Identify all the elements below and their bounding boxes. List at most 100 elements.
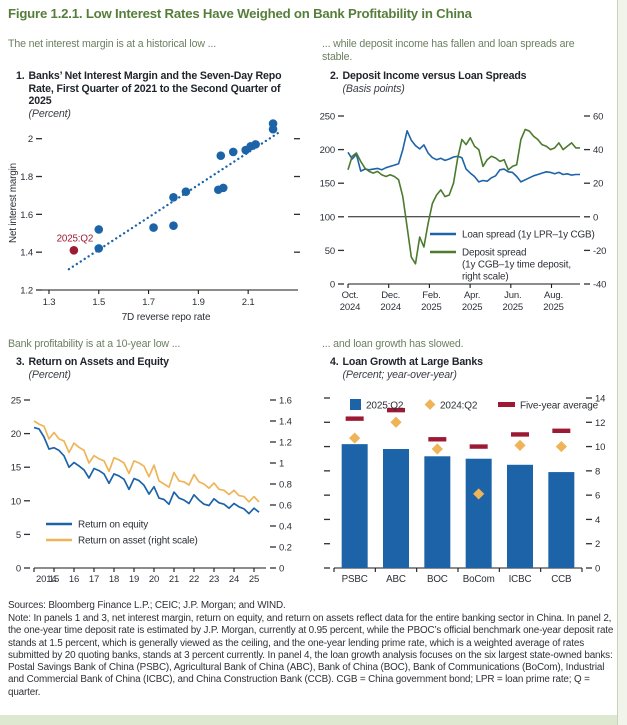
panel-3-title: Return on Assets and Equity (Percent): [28, 356, 170, 381]
roe-roa-legend: Return on equity Return on asset (right s…: [46, 520, 198, 547]
svg-text:0.4: 0.4: [279, 522, 292, 533]
svg-text:20: 20: [593, 179, 603, 190]
svg-text:15: 15: [49, 574, 59, 585]
note-text: Note: In panels 1 and 3, net interest ma…: [8, 613, 614, 698]
svg-text:4: 4: [595, 515, 600, 526]
svg-text:25: 25: [11, 396, 21, 407]
svg-text:(1y CGB–1y time deposit,: (1y CGB–1y time deposit,: [462, 260, 571, 271]
svg-text:Jun.: Jun.: [504, 290, 521, 301]
svg-text:17: 17: [89, 574, 99, 585]
svg-text:0.6: 0.6: [279, 501, 292, 512]
svg-text:12: 12: [595, 418, 605, 429]
svg-text:21: 21: [169, 574, 179, 585]
svg-text:2024: 2024: [340, 302, 361, 313]
loan-spread-line: [347, 129, 580, 183]
svg-text:Five-year average: Five-year average: [520, 401, 599, 412]
panel-1-title-text: Banks’ Net Interest Margin and the Seven…: [28, 70, 282, 108]
svg-text:BoCom: BoCom: [463, 574, 495, 585]
panel-1-heading: 1. Banks’ Net Interest Margin and the Se…: [16, 70, 302, 121]
svg-text:1.2: 1.2: [279, 438, 292, 449]
svg-text:7D reverse repo rate: 7D reverse repo rate: [122, 312, 211, 323]
svg-text:Return on asset (right scale): Return on asset (right scale): [78, 536, 198, 547]
svg-text:1.9: 1.9: [192, 297, 205, 308]
loan-growth-axes: 0 2 4 6 8 10 12 14 PSBC ABC BOC BoCom ICBC CCB: [324, 394, 605, 585]
svg-text:-20: -20: [593, 246, 606, 257]
scatter-points: [94, 119, 278, 253]
panel-4-title-text: Loan Growth at Large Banks: [342, 356, 483, 368]
scatter-axes: 1.2 1.4 1.6 1.8 2 1.3 1.5 1.7 1.9 2.1 7D reverse r…: [8, 134, 300, 323]
svg-text:20: 20: [11, 429, 21, 440]
svg-text:2025:Q2: 2025:Q2: [57, 233, 94, 244]
panel-3-heading: 3. Return on Assets and Equity (Percent): [16, 356, 302, 381]
panel-2-title-text: Deposit Income versus Loan Spreads: [342, 70, 527, 82]
svg-text:23: 23: [209, 574, 219, 585]
svg-text:60: 60: [593, 112, 603, 123]
sources-line: Sources: Bloomberg Finance L.P.; CEIC; J…: [8, 600, 286, 611]
deck-text-loan-growth: ... and loan growth has slowed.: [322, 338, 464, 350]
roe-line: [33, 426, 260, 515]
svg-text:Dec.: Dec.: [381, 290, 400, 301]
svg-text:14: 14: [595, 394, 605, 405]
svg-text:2025: 2025: [543, 302, 564, 313]
svg-text:0: 0: [16, 564, 21, 575]
panel-3-number: 3.: [16, 356, 25, 368]
svg-text:40: 40: [593, 145, 603, 156]
svg-text:1: 1: [279, 459, 284, 470]
svg-text:1.4: 1.4: [20, 248, 33, 259]
svg-text:Apr.: Apr.: [464, 290, 480, 301]
svg-text:2.1: 2.1: [242, 297, 255, 308]
svg-text:1.8: 1.8: [20, 172, 33, 183]
panel-3-title-text: Return on Assets and Equity: [28, 356, 170, 368]
panel-2-title: Deposit Income versus Loan Spreads (Basi…: [343, 70, 527, 95]
panel-3-subtitle: (Percent): [28, 368, 71, 381]
svg-text:0: 0: [593, 212, 598, 223]
svg-text:Return on equity: Return on equity: [78, 520, 148, 531]
svg-text:8: 8: [595, 466, 600, 477]
svg-text:2025: 2025: [421, 302, 442, 313]
svg-text:1.2: 1.2: [20, 286, 33, 297]
svg-text:6: 6: [595, 491, 600, 502]
scatter-chart-nim-vs-repo: 1.2 1.4 1.6 1.8 2 1.3 1.5 1.7 1.9 2.1 7D reverse r…: [8, 119, 300, 323]
panel-4-title: Loan Growth at Large Banks (Percent; yea…: [343, 356, 483, 381]
svg-text:2: 2: [595, 539, 600, 550]
svg-text:16: 16: [69, 574, 79, 585]
diamonds-2024q2: [349, 416, 567, 500]
loan-growth-legend: 2025:Q2 2024:Q2 Five-year average: [350, 399, 599, 412]
panel-1-title: Banks’ Net Interest Margin and the Seven…: [29, 70, 302, 121]
svg-text:10: 10: [11, 496, 21, 507]
svg-text:ABC: ABC: [386, 574, 406, 585]
svg-text:250: 250: [320, 112, 335, 123]
bar-chart-loan-growth: 0 2 4 6 8 10 12 14 PSBC ABC BOC BoCom ICBC CCB 2025:Q2…: [324, 394, 605, 585]
svg-text:BOC: BOC: [427, 574, 448, 585]
spread-axes: 050100150200250-40-200204060Oct.2024Dec.…: [320, 112, 607, 314]
svg-text:22: 22: [189, 574, 199, 585]
svg-text:-40: -40: [593, 280, 606, 291]
panel-4-number: 4.: [330, 356, 339, 368]
svg-text:24: 24: [229, 574, 239, 585]
svg-text:2014: 2014: [36, 574, 57, 585]
svg-text:Net interest margin: Net interest margin: [8, 163, 19, 243]
svg-text:20: 20: [149, 574, 159, 585]
trend-line: [67, 131, 280, 271]
svg-text:Feb.: Feb.: [422, 290, 440, 301]
deck-text-spreads: ... while deposit income has fallen and …: [322, 38, 575, 64]
line-chart-deposit-loan-spreads: 050100150200250-40-200204060Oct.2024Dec.…: [320, 112, 607, 314]
svg-text:0.2: 0.2: [279, 543, 292, 554]
svg-text:1.5: 1.5: [92, 297, 105, 308]
svg-text:1.4: 1.4: [279, 417, 292, 428]
deposit-spread-line: [347, 128, 580, 265]
svg-text:right scale): right scale): [462, 272, 509, 283]
deck-text-profitability: Bank profitability is at a 10-year low .…: [8, 338, 181, 350]
svg-text:PSBC: PSBC: [342, 574, 368, 585]
svg-text:19: 19: [129, 574, 139, 585]
svg-text:0: 0: [330, 280, 335, 291]
latest-quarter-point: [69, 245, 79, 255]
svg-text:200: 200: [320, 145, 335, 156]
svg-text:2024: 2024: [380, 302, 401, 313]
svg-text:2024:Q2: 2024:Q2: [440, 401, 478, 412]
svg-text:0: 0: [595, 564, 600, 575]
svg-text:Loan spread (1y LPR–1y CGB): Loan spread (1y LPR–1y CGB): [462, 230, 595, 241]
